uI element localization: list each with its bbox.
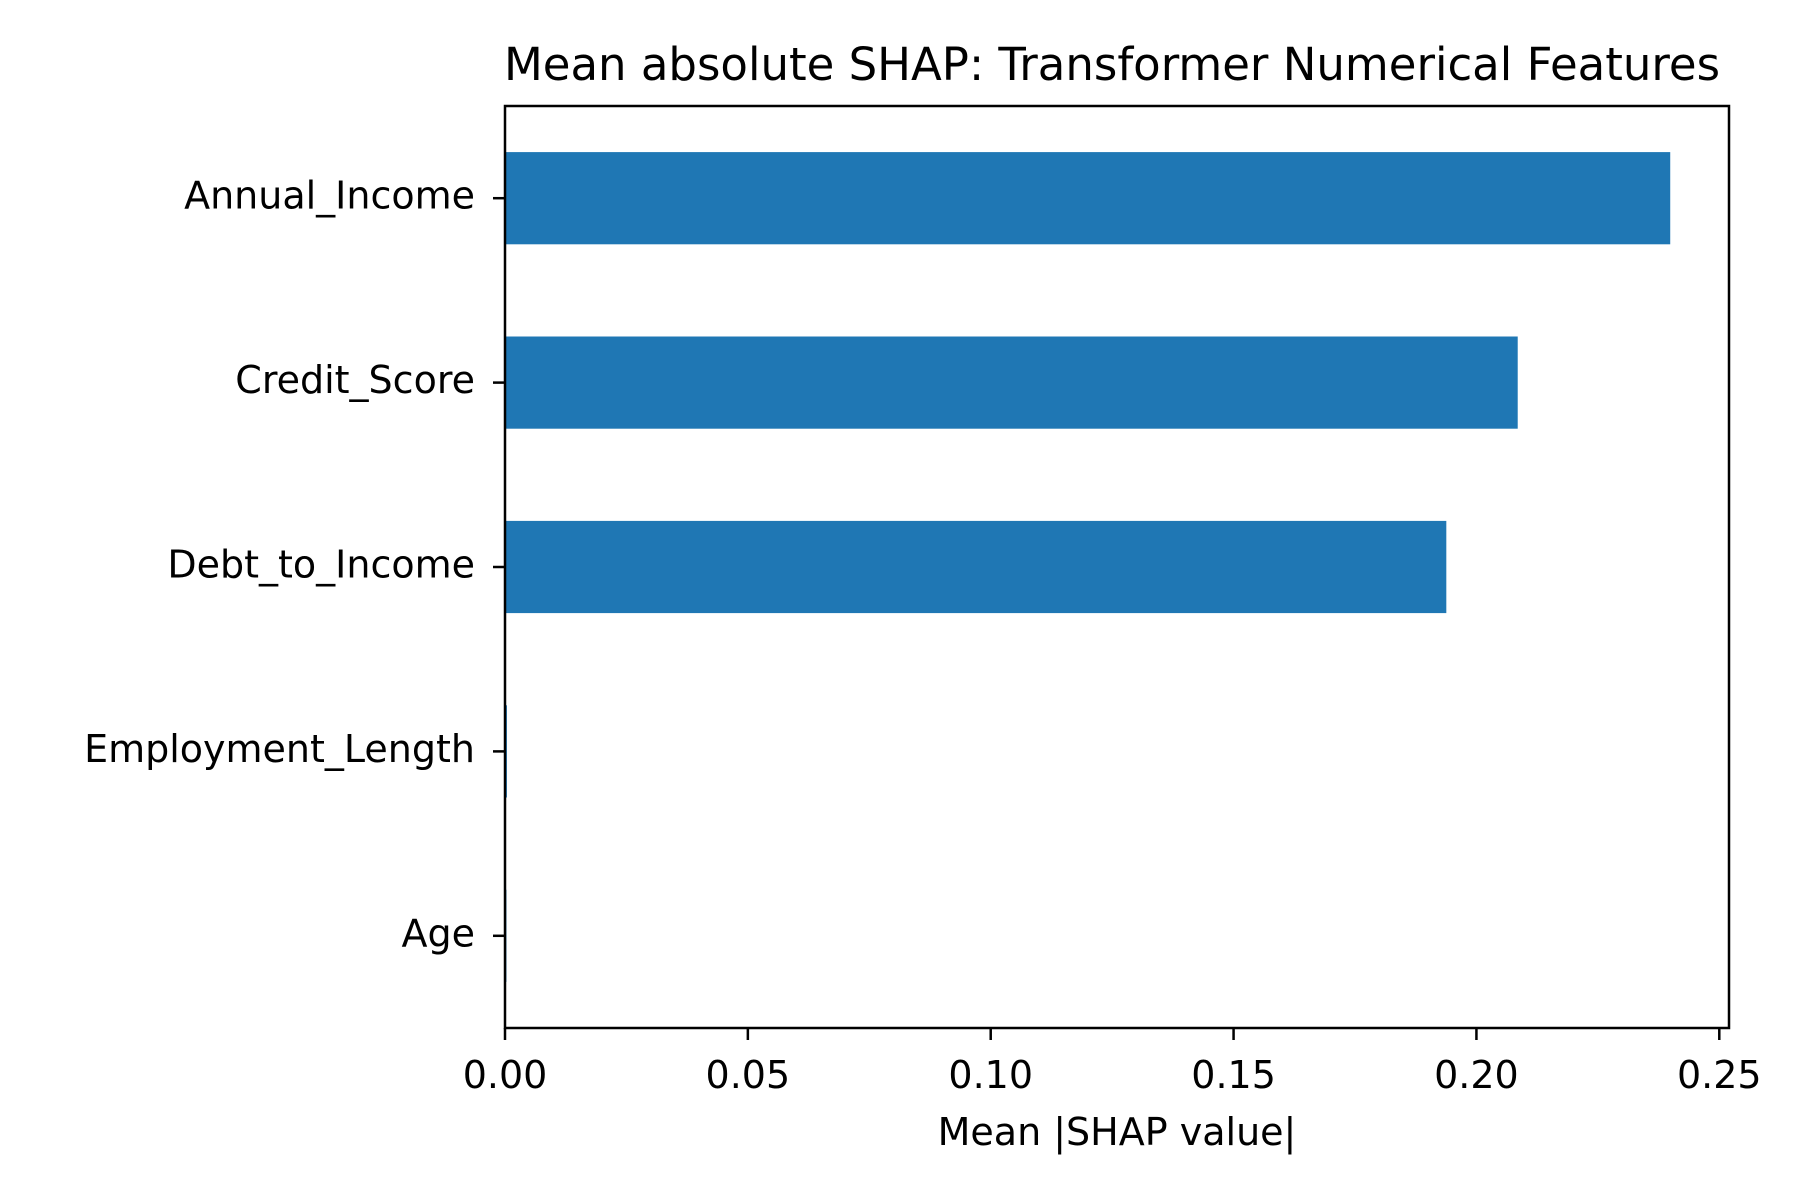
x-axis-label: Mean |SHAP value| [938,1110,1297,1155]
x-tick-label: 0.00 [463,1053,548,1097]
x-tick-label: 0.20 [1434,1053,1519,1097]
y-tick-label: Debt_to_Income [167,543,475,587]
x-tick-label: 0.10 [948,1053,1033,1097]
bar-credit-score [505,336,1518,429]
y-tick-label: Credit_Score [235,358,475,402]
x-tick-label: 0.05 [706,1053,791,1097]
y-axis: Annual_Income Credit_Score Debt_to_Income E… [84,174,505,955]
y-tick-label: Age [402,911,476,955]
x-tick-label: 0.25 [1677,1053,1762,1097]
bars-group [505,152,1671,982]
y-tick-label: Employment_Length [84,727,475,771]
y-tick-label: Annual_Income [184,174,475,218]
bar-annual-income [505,152,1671,245]
x-tick-label: 0.15 [1191,1053,1276,1097]
x-axis: 0.00 0.05 0.10 0.15 0.20 0.25 [463,1028,1762,1097]
plot-frame [503,104,1731,1030]
chart-title: Mean absolute SHAP: Transformer Numerica… [504,38,1720,91]
bar-debt-to-income [505,520,1447,614]
